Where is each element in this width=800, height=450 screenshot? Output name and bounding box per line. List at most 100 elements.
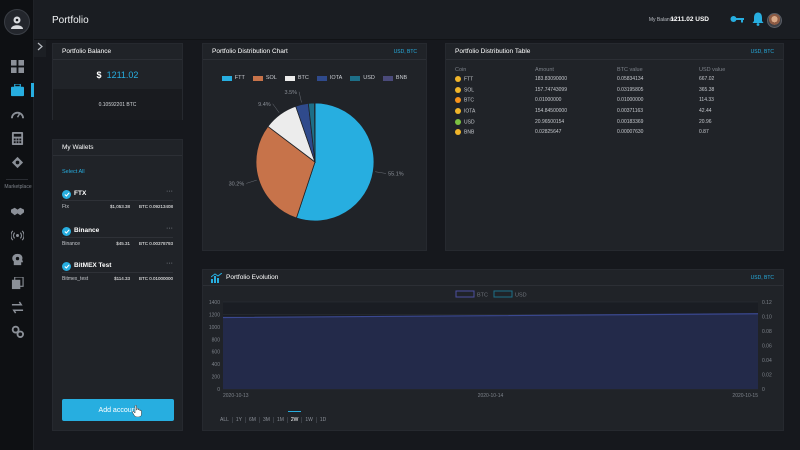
more-icon[interactable]: ··· <box>166 225 173 232</box>
usd-coin-icon <box>455 118 461 125</box>
currency-tag[interactable]: USD, BTC <box>750 49 774 55</box>
pie-label-leader <box>375 171 387 174</box>
range-1m[interactable]: 1M <box>274 417 288 423</box>
legend-swatch-usd[interactable] <box>493 290 513 298</box>
y-tick-label: 0 <box>217 387 220 393</box>
sidebar-expand-toggle[interactable] <box>34 35 46 57</box>
wallet-name: Binance <box>74 227 100 234</box>
balance-value: 1211.02 USD <box>670 16 709 23</box>
page-title: Portfolio <box>52 15 89 26</box>
checkbox-checked-icon[interactable] <box>62 262 71 271</box>
key-icon[interactable] <box>730 14 744 24</box>
column-header[interactable]: USD value <box>699 66 726 73</box>
hand-cursor-icon <box>132 405 142 417</box>
legend-label-btc[interactable]: BTC <box>477 293 488 299</box>
wallet-usd: $114.33 <box>114 276 130 281</box>
pie-label-leader <box>246 179 257 184</box>
range-3m[interactable]: 3M <box>260 417 274 423</box>
range-2w[interactable]: 2W <box>287 411 303 423</box>
calculator-icon[interactable] <box>9 130 25 146</box>
table-header-row: Coin Amount BTC value USD value <box>455 65 773 74</box>
range-6m[interactable]: 6M <box>246 417 260 423</box>
range-all[interactable]: ALL <box>217 417 233 423</box>
table-row: IOTA 154.84500000 0.00371163 42.44 <box>455 106 773 117</box>
checkbox-checked-icon[interactable] <box>62 190 71 199</box>
wallet-item-binance[interactable]: Binance ··· Binance $45.31 BTC 0.0037879… <box>53 223 182 253</box>
wallet-item-bitmex-test[interactable]: BitMEX Test ··· Bitmex_test $114.33 BTC … <box>53 258 182 288</box>
currency-symbol: $ <box>96 69 102 80</box>
y-tick-label: 1200 <box>209 312 220 318</box>
legend-item-sol[interactable]: SOL <box>252 75 277 81</box>
top-header: Portfolio My Balance 1211.02 USD <box>34 0 800 40</box>
gauge-icon[interactable] <box>9 106 25 122</box>
currency-tag[interactable]: USD, BTC <box>393 49 417 55</box>
chevron-right-icon <box>37 42 43 50</box>
legend-item-ftt[interactable]: FTT <box>221 75 245 81</box>
pie-slice-ftt[interactable] <box>295 102 375 222</box>
legend-item-iota[interactable]: IOTA <box>316 75 342 81</box>
card-title: Portfolio Balance <box>62 48 112 55</box>
more-icon[interactable]: ··· <box>166 260 173 267</box>
legend-label-usd[interactable]: USD <box>515 293 527 299</box>
exchange-icon[interactable] <box>9 299 25 315</box>
checkbox-checked-icon[interactable] <box>62 227 71 236</box>
signals-icon[interactable] <box>9 154 25 170</box>
y-tick-label: 200 <box>212 375 221 381</box>
x-tick-label: 2020-10-14 <box>478 393 504 399</box>
sol-coin-icon <box>455 86 461 93</box>
evolution-chart: BTC USD 0 200 400 600 800 1000 1200 1400 0 0.02 0.04… <box>209 290 772 399</box>
more-icon[interactable]: ··· <box>166 188 173 195</box>
wallet-account: Binance <box>62 241 81 247</box>
y2-tick-label: 0.08 <box>762 329 772 335</box>
wallet-account: Ftx <box>62 204 69 210</box>
range-selector: ALL 1Y 6M 3M 1M 2W 1W 1D <box>217 411 329 423</box>
wallet-name: FTX <box>74 190 87 197</box>
currency-tag[interactable]: USD, BTC <box>750 275 774 281</box>
add-account-button[interactable]: Add account <box>62 399 174 421</box>
copy-icon[interactable] <box>9 275 25 291</box>
wallet-item-ftx[interactable]: FTX ··· Ftx $1,053.38 BTC 0.09213408 <box>53 186 182 216</box>
y2-tick-label: 0.02 <box>762 373 772 379</box>
pie-slice-sol[interactable] <box>255 125 316 219</box>
y2-tick-label: 0.06 <box>762 344 772 350</box>
range-1w[interactable]: 1W <box>302 417 317 423</box>
range-1y[interactable]: 1Y <box>233 417 247 423</box>
bell-icon[interactable] <box>752 12 764 26</box>
wallet-name: BitMEX Test <box>74 262 112 269</box>
legend-item-btc[interactable]: BTC <box>284 75 309 81</box>
brain-icon[interactable] <box>9 251 25 267</box>
add-account-label: Add account <box>98 406 138 414</box>
y-tick-label: 600 <box>212 350 221 356</box>
bnb-coin-icon <box>455 129 461 136</box>
range-1d[interactable]: 1D <box>319 417 327 423</box>
dashboard-icon[interactable] <box>9 58 25 74</box>
chart-icon <box>211 273 222 283</box>
wallet-usd: $1,053.38 <box>109 204 130 209</box>
app-logo[interactable] <box>4 9 30 35</box>
column-header[interactable]: Coin <box>455 66 467 73</box>
column-header[interactable]: BTC value <box>617 66 643 73</box>
wallet-usd: $45.31 <box>116 241 130 246</box>
logo-icon <box>11 16 23 29</box>
y2-tick-label: 0.12 <box>762 300 772 306</box>
pie-label-iota: 3.5% <box>285 90 298 96</box>
my-wallets-card: My Wallets Select All FTX ··· Ftx $1,053… <box>52 139 183 431</box>
wallet-btc: BTC 0.01000000 <box>138 276 173 281</box>
distribution-table: Coin Amount BTC value USD value FTT 183.… <box>455 65 773 138</box>
user-avatar[interactable] <box>767 13 782 28</box>
legend-item-usd[interactable]: USD <box>350 75 375 81</box>
legend-swatch-btc[interactable] <box>455 290 475 298</box>
series-area-usd <box>223 313 758 389</box>
handshake-icon[interactable] <box>9 203 25 219</box>
balance-btc: 0.10592201 BTC <box>53 89 182 120</box>
card-title: Portfolio Distribution Table <box>455 48 531 55</box>
y2-tick-label: 0.04 <box>762 358 772 364</box>
marketplace-label: Marketplace <box>4 184 32 190</box>
select-all-link[interactable]: Select All <box>62 169 85 175</box>
settings-icon[interactable] <box>9 323 25 339</box>
portfolio-icon[interactable] <box>9 82 25 98</box>
broadcast-icon[interactable] <box>9 227 25 243</box>
iota-coin-icon <box>455 107 461 114</box>
legend-item-bnb[interactable]: BNB <box>382 75 407 81</box>
column-header[interactable]: Amount <box>535 66 554 73</box>
